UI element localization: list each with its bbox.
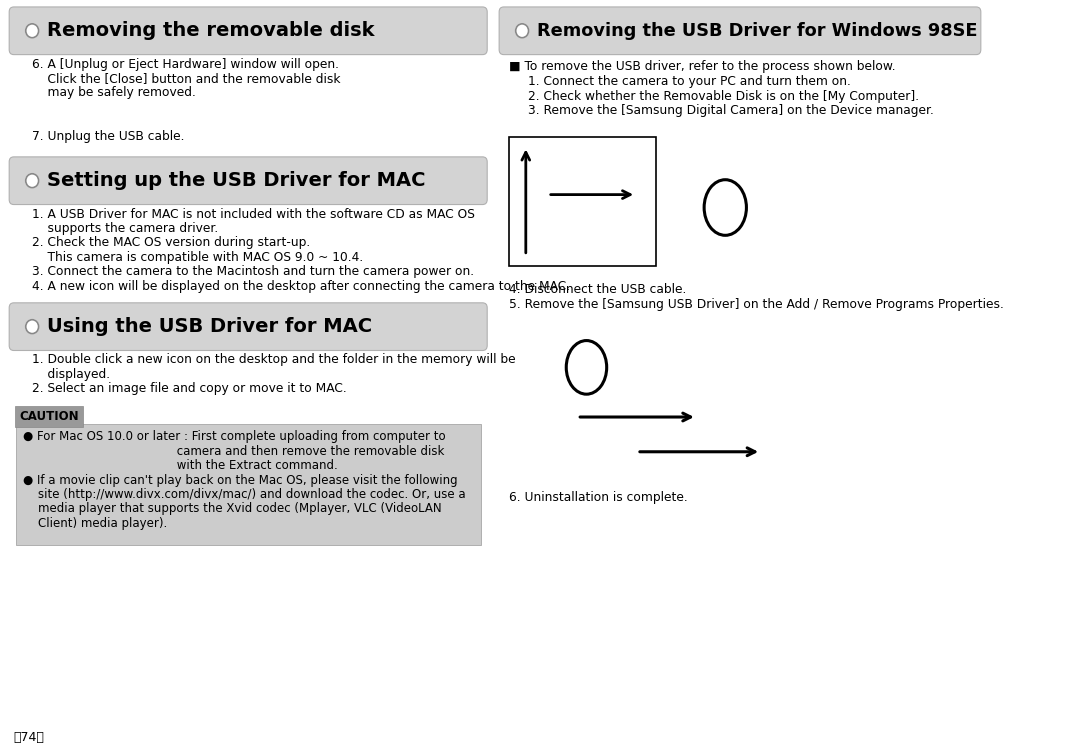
Text: 4. Disconnect the USB cable.: 4. Disconnect the USB cable. — [510, 283, 687, 296]
Text: Client) media player).: Client) media player). — [23, 517, 167, 530]
Text: Using the USB Driver for MAC: Using the USB Driver for MAC — [46, 317, 372, 336]
Text: camera and then remove the removable disk: camera and then remove the removable dis… — [23, 445, 444, 458]
Text: 1. Connect the camera to your PC and turn them on.: 1. Connect the camera to your PC and tur… — [528, 75, 851, 89]
Text: ● For Mac OS 10.0 or later : First complete uploading from computer to: ● For Mac OS 10.0 or later : First compl… — [23, 430, 446, 443]
FancyBboxPatch shape — [10, 303, 487, 351]
Text: displayed.: displayed. — [32, 368, 110, 381]
Text: Removing the USB Driver for Windows 98SE: Removing the USB Driver for Windows 98SE — [537, 22, 977, 40]
Circle shape — [26, 320, 39, 333]
Text: 〈74〉: 〈74〉 — [14, 731, 44, 744]
Text: 3. Remove the [Samsung Digital Camera] on the Device manager.: 3. Remove the [Samsung Digital Camera] o… — [528, 104, 933, 117]
Bar — [510, 137, 657, 266]
Text: supports the camera driver.: supports the camera driver. — [32, 222, 218, 235]
Circle shape — [515, 24, 528, 38]
Text: CAUTION: CAUTION — [19, 410, 79, 423]
Circle shape — [26, 24, 39, 38]
Text: 6. Uninstallation is complete.: 6. Uninstallation is complete. — [510, 492, 688, 504]
Text: Removing the removable disk: Removing the removable disk — [46, 22, 375, 40]
Text: 3. Connect the camera to the Macintosh and turn the camera power on.: 3. Connect the camera to the Macintosh a… — [32, 265, 474, 278]
Text: site (http://www.divx.com/divx/mac/) and download the codec. Or, use a: site (http://www.divx.com/divx/mac/) and… — [23, 488, 465, 501]
Text: 6. A [Unplug or Eject Hardware] window will open.: 6. A [Unplug or Eject Hardware] window w… — [32, 57, 339, 71]
FancyBboxPatch shape — [15, 406, 83, 427]
Text: 5. Remove the [Samsung USB Driver] on the Add / Remove Programs Properties.: 5. Remove the [Samsung USB Driver] on th… — [510, 298, 1004, 311]
Text: 1. A USB Driver for MAC is not included with the software CD as MAC OS: 1. A USB Driver for MAC is not included … — [32, 207, 475, 221]
Text: ● If a movie clip can't play back on the Mac OS, please visit the following: ● If a movie clip can't play back on the… — [23, 474, 458, 486]
FancyBboxPatch shape — [499, 7, 981, 54]
Text: may be safely removed.: may be safely removed. — [32, 87, 197, 99]
FancyBboxPatch shape — [10, 7, 487, 54]
Text: with the Extract command.: with the Extract command. — [23, 460, 338, 472]
Text: 2. Check whether the Removable Disk is on the [My Computer].: 2. Check whether the Removable Disk is o… — [528, 90, 919, 103]
Text: 7. Unplug the USB cable.: 7. Unplug the USB cable. — [32, 130, 185, 142]
Text: 2. Check the MAC OS version during start-up.: 2. Check the MAC OS version during start… — [32, 236, 310, 249]
Text: Setting up the USB Driver for MAC: Setting up the USB Driver for MAC — [46, 171, 426, 190]
Text: 2. Select an image file and copy or move it to MAC.: 2. Select an image file and copy or move… — [32, 382, 347, 395]
Text: This camera is compatible with MAC OS 9.0 ~ 10.4.: This camera is compatible with MAC OS 9.… — [32, 251, 364, 263]
Text: Click the [Close] button and the removable disk: Click the [Close] button and the removab… — [32, 72, 340, 85]
FancyBboxPatch shape — [10, 157, 487, 204]
Text: ■ To remove the USB driver, refer to the process shown below.: ■ To remove the USB driver, refer to the… — [510, 60, 896, 72]
Circle shape — [26, 174, 39, 188]
Bar — [15, 424, 481, 545]
Text: media player that supports the Xvid codec (Mplayer, VLC (VideoLAN: media player that supports the Xvid code… — [23, 502, 442, 515]
Text: 1. Double click a new icon on the desktop and the folder in the memory will be: 1. Double click a new icon on the deskto… — [32, 354, 516, 366]
Text: 4. A new icon will be displayed on the desktop after connecting the camera to th: 4. A new icon will be displayed on the d… — [32, 280, 570, 292]
